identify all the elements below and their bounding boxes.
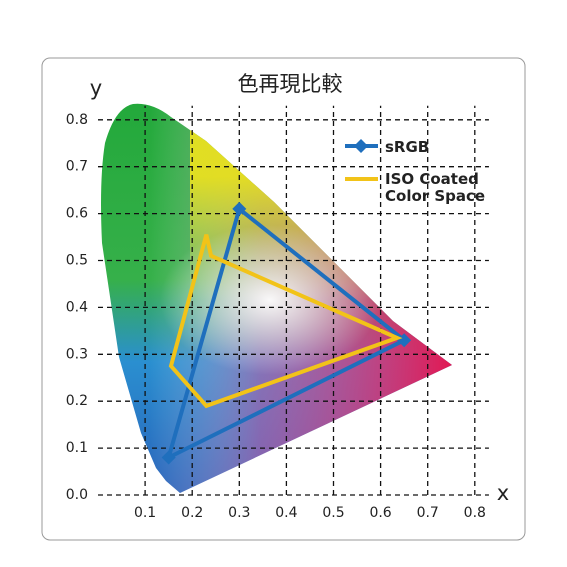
- x-axis-label: x: [497, 481, 509, 505]
- y-tick-label: 0.3: [66, 346, 88, 362]
- y-tick-label: 0.6: [66, 206, 88, 222]
- x-tick-label: 0.3: [228, 505, 250, 521]
- y-tick-label: 0.0: [66, 487, 88, 503]
- legend-label: ISO Coated Color Space: [385, 170, 486, 205]
- y-tick-label: 0.5: [66, 253, 88, 269]
- x-tick-label: 0.1: [134, 505, 156, 521]
- x-tick-label: 0.5: [322, 505, 344, 521]
- y-axis-label: y: [90, 76, 102, 100]
- y-tick-label: 0.4: [66, 299, 88, 315]
- x-tick-label: 0.2: [181, 505, 203, 521]
- legend-label: sRGB: [385, 138, 430, 156]
- y-tick-label: 0.2: [66, 393, 88, 409]
- gamut-polygon: [168, 234, 403, 409]
- x-tick-label: 0.6: [369, 505, 391, 521]
- y-tick-label: 0.1: [66, 440, 88, 456]
- vertex-marker: [161, 450, 176, 465]
- legend-marker: [354, 139, 368, 153]
- x-tick-label: 0.4: [275, 505, 297, 521]
- y-tick-label: 0.7: [66, 159, 88, 175]
- gamut-polygon: [165, 205, 408, 462]
- vertex-marker: [397, 333, 412, 348]
- x-tick-label: 0.8: [464, 505, 486, 521]
- y-tick-label: 0.8: [66, 112, 88, 128]
- chart-title: 色再現比較: [238, 72, 343, 96]
- vertex-marker: [232, 201, 247, 216]
- x-tick-label: 0.7: [417, 505, 439, 521]
